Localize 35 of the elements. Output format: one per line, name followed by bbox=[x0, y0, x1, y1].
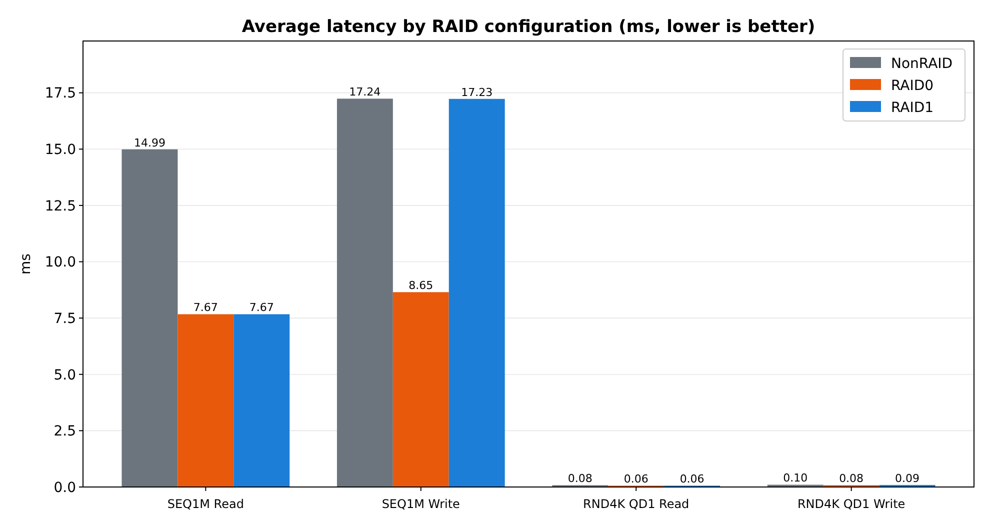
data-label: 7.67 bbox=[193, 301, 218, 314]
data-label: 7.67 bbox=[249, 301, 274, 314]
data-label: 17.24 bbox=[349, 86, 381, 99]
data-label: 0.06 bbox=[624, 472, 648, 486]
data-label: 0.10 bbox=[783, 472, 808, 485]
bar bbox=[392, 292, 449, 487]
data-label: 17.23 bbox=[461, 86, 493, 99]
legend-label: NonRAID bbox=[891, 56, 953, 72]
y-tick-label: 0.0 bbox=[54, 480, 76, 496]
y-tick-label: 7.5 bbox=[54, 310, 76, 327]
bar bbox=[122, 149, 178, 487]
y-tick-label: 10.0 bbox=[44, 254, 76, 271]
bar bbox=[448, 98, 505, 487]
y-axis-title: ms bbox=[18, 254, 34, 274]
data-label: 0.06 bbox=[680, 472, 704, 486]
bar bbox=[234, 314, 290, 487]
bar bbox=[336, 98, 393, 487]
data-label: 8.65 bbox=[408, 279, 434, 292]
y-tick-label: 15.0 bbox=[44, 142, 76, 158]
data-label: 0.08 bbox=[568, 472, 592, 486]
legend-label: RAID1 bbox=[891, 100, 934, 116]
y-tick-label: 5.0 bbox=[54, 367, 76, 384]
y-tick-label: 17.5 bbox=[44, 86, 76, 102]
data-label: 0.09 bbox=[895, 472, 920, 485]
x-tick-label: RND4K QD1 Read bbox=[583, 497, 690, 511]
bar bbox=[178, 314, 234, 487]
x-tick-label: SEQ1M Write bbox=[382, 497, 460, 511]
x-tick-label: RND4K QD1 Write bbox=[797, 497, 906, 511]
y-tick-label: 12.5 bbox=[44, 198, 76, 214]
data-label: 14.99 bbox=[134, 136, 166, 150]
y-tick-label: 2.5 bbox=[54, 424, 76, 440]
chart-title: Average latency by RAID configuration (ms, lower is better) bbox=[242, 17, 816, 37]
legend-label: RAID0 bbox=[891, 78, 934, 94]
data-label: 0.08 bbox=[839, 472, 864, 486]
x-tick-label: SEQ1M Read bbox=[167, 497, 244, 511]
